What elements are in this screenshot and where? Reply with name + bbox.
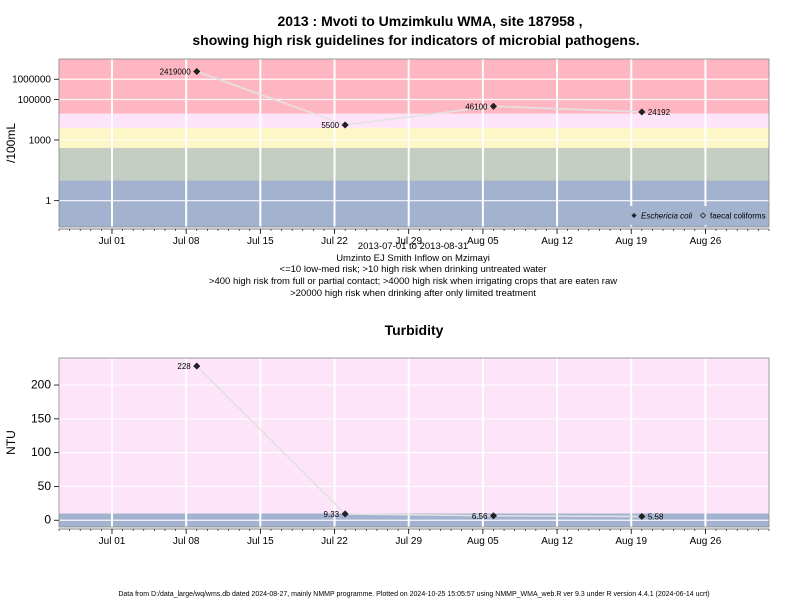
x-tick-label: Aug 19: [615, 536, 647, 547]
data-label: 5.58: [648, 512, 664, 521]
x-tick-label: Aug 12: [541, 536, 573, 547]
caption-line-5: >20000 high risk when drinking after onl…: [290, 288, 536, 299]
footer-note: Data from D:/data_large/wq/wms.db dated …: [118, 591, 709, 598]
legend-item-faecal-coliforms: faecal coliforms: [710, 212, 766, 221]
y-tick-label: 50: [38, 479, 52, 493]
data-point: [193, 67, 201, 76]
y-tick-label: 200: [31, 378, 51, 392]
data-point: [638, 108, 646, 116]
caption-line-3: <=10 low-med risk; >10 high risk when dr…: [280, 264, 547, 275]
series-line: [196, 365, 642, 518]
x-tick-label: Jul 22: [321, 536, 348, 547]
x-tick-label: Aug 26: [690, 236, 722, 247]
series-line: [196, 70, 642, 126]
x-tick-label: Jul 22: [321, 236, 348, 247]
risk-band-5: [59, 59, 769, 114]
legend: [627, 206, 768, 225]
chart-panel-2: [54, 357, 770, 534]
risk-band-2: [59, 148, 769, 181]
x-tick-label: Aug 19: [615, 236, 647, 247]
y-tick-label: 1: [45, 196, 51, 207]
data-point: [341, 510, 349, 518]
risk-band-4: [59, 113, 769, 128]
plot-border: [58, 58, 770, 228]
x-tick-label: Jul 29: [395, 536, 422, 547]
y-axis-label: /100mL: [4, 123, 18, 163]
y-tick-label: 100: [31, 445, 51, 459]
risk-band-2: [59, 358, 769, 514]
data-label: 228: [177, 362, 191, 371]
turbidity-title: Turbidity: [385, 322, 444, 338]
y-axis-label: NTU: [4, 430, 18, 455]
data-label: 46100: [465, 102, 488, 111]
data-label: 5500: [321, 121, 339, 130]
x-tick-label: Aug 12: [541, 236, 573, 247]
data-label: 2419000: [160, 67, 192, 76]
x-tick-label: Jul 08: [173, 536, 200, 547]
plot-border: [58, 357, 770, 528]
legend-marker-filled: [631, 213, 637, 218]
data-point: [638, 512, 646, 521]
x-tick-label: Jul 15: [247, 236, 274, 247]
caption-line-2: Umzinto EJ Smith Inflow on Mzimayi: [336, 253, 490, 264]
x-tick-label: Jul 29: [395, 236, 422, 247]
x-tick-label: Jul 15: [247, 536, 274, 547]
y-tick-label: 100000: [18, 95, 52, 106]
legend-item-ecoli: Eschericia coli: [641, 212, 692, 221]
x-tick-label: Jul 08: [173, 236, 200, 247]
chart-title-line1: 2013 : Mvoti to Umzimkulu WMA, site 1879…: [278, 13, 583, 29]
data-label: 24192: [648, 108, 671, 117]
chart-title-line2: showing high risk guidelines for indicat…: [192, 32, 639, 48]
data-point: [489, 512, 498, 520]
legend-marker-open: [699, 212, 707, 219]
data-point: [341, 121, 349, 129]
y-tick-label: 1000: [29, 135, 52, 146]
x-tick-label: Aug 05: [467, 236, 499, 247]
data-label: 9.33: [324, 510, 340, 519]
legend-box: [627, 206, 768, 225]
x-tick-label: Aug 26: [690, 536, 722, 547]
x-tick-label: Jul 01: [99, 536, 126, 547]
data-point: [489, 102, 498, 110]
risk-band-3: [59, 127, 769, 149]
y-tick-label: 0: [44, 513, 51, 527]
data-label: 6.56: [472, 512, 488, 521]
caption-line-4: >400 high risk from full or partial cont…: [209, 276, 617, 287]
x-tick-label: Aug 05: [467, 536, 499, 547]
chart-panel-1: [54, 58, 770, 234]
caption-line-1: 2013-07-01 to 2013-08-31: [358, 241, 468, 252]
data-point: [193, 362, 201, 370]
x-tick-label: Jul 01: [99, 236, 126, 247]
y-tick-label: 1000000: [12, 75, 51, 86]
y-tick-label: 150: [31, 411, 51, 425]
